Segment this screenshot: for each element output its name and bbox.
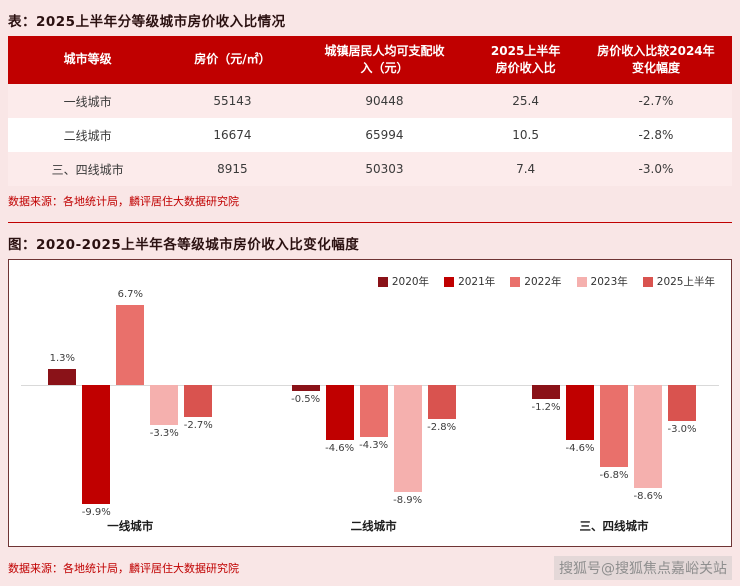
legend-item: 2020年 — [377, 274, 430, 289]
table-row-tier3-4: 三、四线城市 8915 50303 7.4 -3.0% — [8, 152, 732, 186]
table-cell: 90448 — [365, 94, 404, 108]
bar-group1-series2 — [359, 385, 388, 437]
bar-value-label: 6.7% — [117, 288, 143, 300]
bar-chart-panel: 2020年 2021年 2022年 2023年 2025上半年 1.3% -9.9% 6.7… — [8, 259, 732, 547]
category-label: 三、四线城市 — [579, 519, 649, 533]
column-header-change-vs-2024: 房价收入比较2024年 变化幅度 — [579, 36, 732, 84]
bar-value-label: -4.6% — [325, 443, 355, 455]
table-cell: 三、四线城市 — [51, 162, 124, 177]
legend-label: 2020年 — [391, 276, 430, 288]
bar-value-label: 1.3% — [49, 353, 75, 365]
legend-label: 2023年 — [590, 276, 628, 288]
bar-group2-series0 — [532, 385, 561, 400]
table-cell: 7.4 — [516, 162, 536, 176]
bar-group0-series1 — [82, 385, 111, 504]
footer: 数据来源：各地统计局，麟评居住大数据研究院 搜狐号@搜狐焦点嘉峪关站 — [8, 551, 732, 585]
bar-group2-series4 — [668, 385, 697, 421]
column-header-ratio-2025h1: 2025上半年 房价收入比 — [471, 36, 580, 84]
table-cell: 50303 — [365, 162, 404, 176]
bar-value-label: -9.9% — [81, 506, 111, 518]
table-cell: 8915 — [217, 162, 248, 176]
legend-item: 2022年 — [510, 274, 562, 289]
chart-section-title: 图：2020-2025上半年各等级城市房价收入比变化幅度 — [8, 237, 360, 253]
bar-group1-series4 — [427, 385, 456, 419]
bar-group0-series4 — [184, 385, 213, 418]
legend-label: 2021年 — [458, 276, 496, 288]
bar-group0-series2 — [116, 304, 145, 385]
bar-value-label: -4.6% — [565, 443, 595, 455]
table-cell: 10.5 — [512, 128, 539, 142]
table-cell: -3.0% — [638, 162, 674, 176]
watermark: 搜狐号@搜狐焦点嘉峪关站 — [554, 556, 732, 580]
table-cell: -2.8% — [638, 128, 674, 142]
legend-item: 2021年 — [444, 274, 495, 289]
legend-swatch-icon — [444, 276, 455, 287]
legend-swatch-icon — [377, 276, 388, 287]
legend-item: 2023年 — [576, 274, 628, 289]
table-cell: -2.7% — [638, 94, 674, 108]
bar-value-label: -6.8% — [599, 469, 629, 481]
bar-group1-series1 — [325, 385, 354, 441]
chart-legend: 2020年 2021年 2022年 2023年 2025上半年 — [377, 274, 715, 289]
bar-value-label: -8.6% — [633, 491, 663, 503]
bar-value-label: -3.3% — [149, 427, 179, 439]
table-data-source: 数据来源：各地统计局，麟评居住大数据研究院 — [8, 195, 239, 208]
legend-swatch-icon — [576, 276, 587, 287]
legend-item: 2025上半年 — [642, 274, 715, 289]
table-cell: 25.4 — [512, 94, 539, 108]
chart-data-source: 数据来源：各地统计局，麟评居住大数据研究院 — [8, 562, 239, 575]
section-divider — [8, 222, 732, 223]
bar-group2-series3 — [634, 385, 663, 489]
column-header-city-tier: 城市等级 — [8, 36, 168, 84]
column-header-house-price: 房价（元/㎡） — [167, 36, 298, 84]
bar-value-label: -1.2% — [531, 402, 561, 414]
category-label: 二线城市 — [350, 519, 397, 533]
table-row-tier2: 二线城市 16674 65994 10.5 -2.8% — [8, 118, 732, 152]
category-label: 一线城市 — [107, 519, 154, 533]
table-cell: 二线城市 — [63, 128, 112, 143]
legend-swatch-icon — [510, 276, 521, 287]
chart-plot-area: 1.3% -9.9% 6.7% -3.3% -2.7% 一线城市 -0.5% -4.6% -4.… — [9, 260, 731, 546]
table-section-title: 表：2025上半年分等级城市房价收入比情况 — [8, 14, 286, 30]
bar-value-label: -4.3% — [359, 439, 389, 451]
bar-value-label: -3.0% — [667, 424, 697, 435]
bar-value-label: -2.8% — [427, 421, 457, 433]
table-header-row: 城市等级 房价（元/㎡） 城镇居民人均可支配收 入（元） 2025上半年 房价收… — [8, 36, 732, 84]
column-header-disposable-income: 城镇居民人均可支配收 入（元） — [297, 36, 472, 84]
bar-group0-series0 — [48, 369, 77, 385]
price-income-table: 城市等级 房价（元/㎡） 城镇居民人均可支配收 入（元） 2025上半年 房价收… — [8, 36, 732, 186]
table-cell: 65994 — [365, 128, 404, 142]
legend-swatch-icon — [642, 276, 653, 287]
bar-group1-series3 — [393, 385, 422, 492]
bar-group0-series3 — [150, 385, 179, 425]
bar-value-label: -2.7% — [183, 420, 213, 432]
legend-label: 2022年 — [524, 276, 562, 288]
table-cell: 一线城市 — [63, 94, 112, 109]
legend-label: 2025上半年 — [656, 276, 715, 288]
bar-group2-series1 — [566, 385, 595, 441]
bar-group2-series2 — [600, 385, 629, 467]
bar-value-label: -8.9% — [393, 494, 423, 506]
bar-value-label: -0.5% — [291, 394, 321, 405]
table-cell: 16674 — [213, 128, 252, 142]
bar-group1-series0 — [291, 385, 320, 391]
table-row-tier1: 一线城市 55143 90448 25.4 -2.7% — [8, 84, 732, 118]
table-cell: 55143 — [213, 94, 252, 108]
